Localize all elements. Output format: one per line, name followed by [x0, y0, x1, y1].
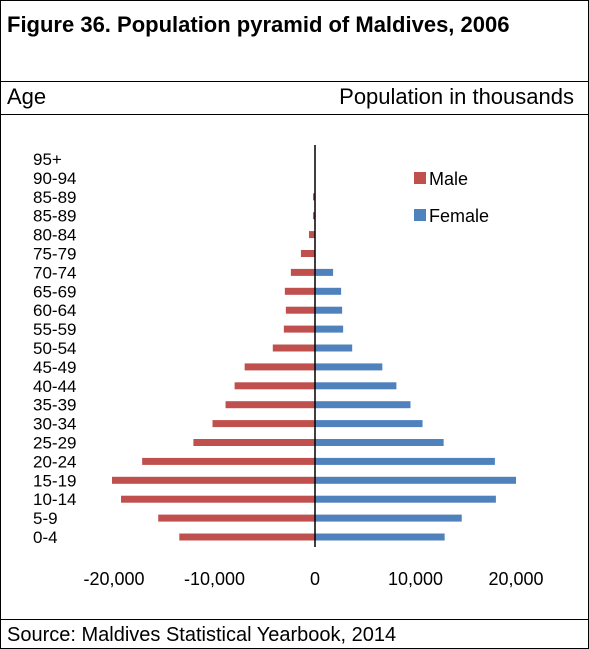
female-bar [315, 306, 343, 314]
age-label: 85-89 [33, 207, 76, 226]
age-label: 75-79 [33, 245, 76, 264]
age-label: 30-34 [33, 415, 76, 434]
male-bar [300, 250, 315, 257]
male-bar [312, 212, 315, 220]
male-bar [283, 325, 315, 333]
male-bar [142, 457, 315, 465]
male-bar [234, 382, 315, 390]
age-label: 10-14 [33, 490, 76, 509]
age-label: 25-29 [33, 434, 76, 453]
female-bar [315, 325, 344, 333]
female-bar [315, 495, 496, 503]
male-bar [312, 193, 315, 201]
population-header: Population in thousands [339, 84, 574, 109]
female-bar [315, 514, 462, 522]
age-label: 95+ [33, 150, 62, 169]
x-tick-label: 0 [310, 569, 320, 589]
male-bar [225, 401, 315, 409]
female-bar [315, 268, 334, 276]
x-tick-label: 10,000 [388, 569, 443, 589]
legend-swatch-male [414, 172, 426, 184]
age-label: 35-39 [33, 396, 76, 415]
male-bar [308, 231, 315, 239]
male-bar [193, 439, 315, 446]
male-bar [244, 363, 315, 371]
female-bar [315, 401, 411, 409]
male-bar [111, 476, 316, 484]
female-bar [315, 287, 342, 295]
age-label: 70-74 [33, 263, 76, 282]
age-label: 60-64 [33, 301, 76, 320]
female-bar [315, 382, 397, 390]
source-note: Source: Maldives Statistical Yearbook, 2… [7, 624, 397, 646]
male-bar [272, 344, 315, 352]
male-bar [158, 514, 315, 522]
male-bar [121, 495, 315, 503]
age-label: 80-84 [33, 226, 76, 245]
age-label: 40-44 [33, 377, 76, 396]
age-label: 90-94 [33, 169, 76, 188]
female-bar [315, 476, 516, 484]
male-bar [212, 420, 315, 428]
age-label: 5-9 [33, 509, 58, 528]
female-bar [315, 533, 445, 541]
age-label: 55-59 [33, 320, 76, 339]
age-label: 85-89 [33, 188, 76, 207]
female-bar [315, 457, 495, 465]
x-tick-label: -10,000 [184, 569, 245, 589]
age-label: 15-19 [33, 471, 76, 490]
age-label: 20-24 [33, 452, 76, 471]
male-bar [285, 306, 315, 314]
x-tick-label: -20,000 [83, 569, 144, 589]
legend-label-female: Female [429, 206, 489, 226]
legend-label-male: Male [429, 169, 468, 189]
female-bar [315, 439, 444, 446]
male-bar [179, 533, 315, 541]
age-label: 65-69 [33, 282, 76, 301]
population-pyramid-chart: 0-45-910-1415-1920-2425-2930-3435-3940-4… [33, 145, 544, 589]
figure-title: Figure 36. Population pyramid of Maldive… [7, 12, 510, 37]
female-bar [315, 363, 383, 371]
legend-swatch-female [414, 209, 426, 221]
male-bar [290, 268, 315, 276]
x-tick-label: 20,000 [488, 569, 543, 589]
chart-area: 0-4 5-9 10-14 15-19 20-24 25-29 30-34 35-39 40-4… [1, 115, 588, 620]
age-label: 50-54 [33, 339, 76, 358]
header-row: Age Population in thousands [1, 82, 588, 115]
age-header: Age [7, 84, 47, 109]
male-bar [284, 287, 315, 295]
female-bar [315, 344, 353, 352]
age-label: 0-4 [33, 528, 58, 547]
age-label: 45-49 [33, 358, 76, 377]
title-row: Figure 36. Population pyramid of Maldive… [1, 1, 588, 82]
female-bar [315, 420, 423, 428]
